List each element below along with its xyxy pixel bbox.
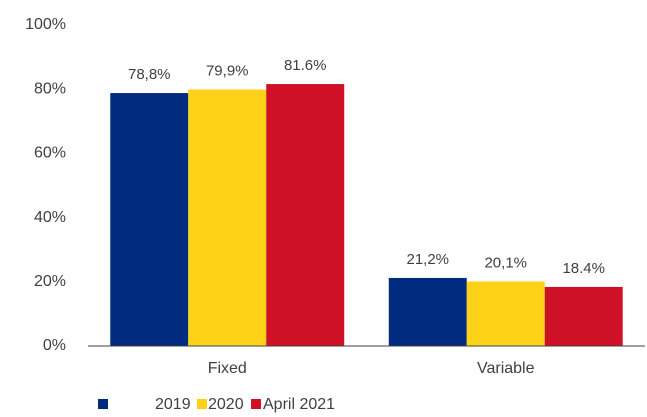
y-tick-label: 20% bbox=[34, 273, 66, 290]
value-label: 81.6% bbox=[284, 57, 327, 74]
bar bbox=[388, 277, 467, 346]
y-tick-label: 100% bbox=[25, 16, 66, 33]
value-label: 21,2% bbox=[406, 251, 449, 268]
bar bbox=[266, 84, 345, 347]
legend-label: April 2021 bbox=[263, 396, 335, 413]
bar bbox=[110, 93, 189, 346]
y-tick-label: 40% bbox=[34, 209, 66, 226]
value-label: 20,1% bbox=[484, 254, 527, 271]
bar bbox=[544, 286, 623, 346]
legend-swatch bbox=[98, 399, 108, 409]
value-label: 79,9% bbox=[206, 62, 249, 79]
x-tick-label: Fixed bbox=[208, 360, 247, 377]
bar bbox=[466, 281, 545, 346]
x-tick-label: Variable bbox=[477, 360, 535, 377]
legend-label: 2019 bbox=[155, 396, 191, 413]
value-label: 18.4% bbox=[562, 260, 605, 277]
legend-swatch bbox=[197, 399, 207, 409]
bar bbox=[188, 89, 267, 346]
y-tick-label: 60% bbox=[34, 145, 66, 162]
value-label: 78,8% bbox=[128, 66, 171, 83]
y-tick-label: 0% bbox=[43, 337, 66, 354]
legend-label: 2020 bbox=[208, 396, 244, 413]
legend-swatch bbox=[251, 399, 261, 409]
y-tick-label: 80% bbox=[34, 80, 66, 97]
